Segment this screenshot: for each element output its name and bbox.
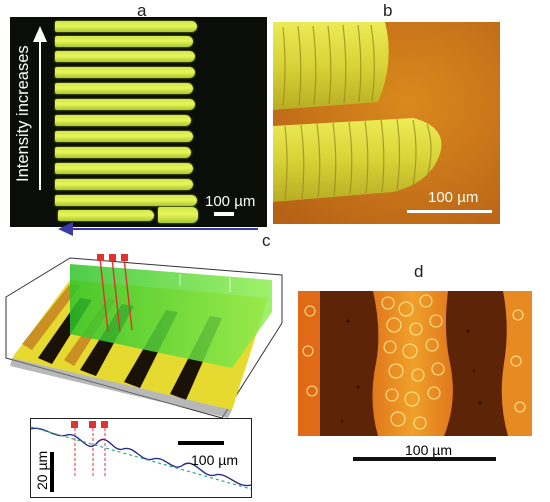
height-profile-plot xyxy=(30,418,252,498)
scalebar-d-label: 100 µm xyxy=(405,442,452,458)
fluorescent-stripe xyxy=(55,179,193,190)
fluorescent-stripe xyxy=(55,147,191,158)
direction-arrow-shaft xyxy=(72,228,258,230)
fluorescent-stripe xyxy=(58,210,154,221)
scalebar-d xyxy=(353,457,496,461)
intensity-arrow-head-icon xyxy=(33,26,47,42)
scalebar-b xyxy=(407,210,492,213)
fluorescent-stripe xyxy=(55,51,195,62)
fluorescent-stripe xyxy=(158,207,198,223)
intensity-axis-label: Intensity increases xyxy=(14,45,32,182)
fluorescent-stripe xyxy=(55,131,193,142)
panel-b-stripes-svg xyxy=(273,22,442,202)
panel-b-microscope-image xyxy=(273,22,500,224)
panel-label-a: a xyxy=(137,1,147,20)
fluorescent-stripe xyxy=(55,21,197,32)
scalebar-a-label: 100 µm xyxy=(205,193,256,210)
fluorescent-stripe xyxy=(55,83,193,94)
fluorescent-stripe xyxy=(55,195,197,206)
panel-a-fluorescence-image xyxy=(10,17,267,227)
depth-scalebar xyxy=(50,452,54,492)
panel-label-b: b xyxy=(383,1,393,20)
scalebar-c-label: 100 µm xyxy=(191,452,238,468)
scalebar-a xyxy=(214,212,234,216)
scalebar-c xyxy=(178,441,224,445)
intensity-arrow-shaft xyxy=(39,40,41,190)
panel-c-3d-surface xyxy=(0,240,290,420)
fluorescent-stripe xyxy=(55,115,191,126)
panel-c-surface-svg xyxy=(5,254,283,419)
direction-arrow-left-icon xyxy=(58,222,73,236)
fluorescent-stripe xyxy=(55,99,195,110)
panel-d-cells-svg xyxy=(298,291,532,436)
profile-svg xyxy=(30,421,252,490)
fluorescent-stripe xyxy=(55,36,193,47)
fluorescent-stripe xyxy=(55,67,195,78)
panel-label-d: d xyxy=(414,262,424,281)
panel-d-cell-image xyxy=(298,291,532,436)
depth-scalebar-label: 20 µm xyxy=(34,450,50,490)
fluorescent-stripe xyxy=(55,163,193,174)
panel-label-c: c xyxy=(262,231,271,250)
scalebar-b-label: 100 µm xyxy=(428,189,479,206)
